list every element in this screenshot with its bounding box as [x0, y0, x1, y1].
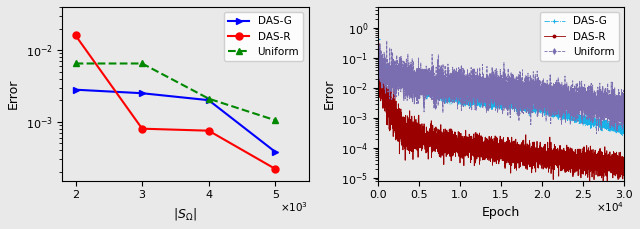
- Line: DAS-R: DAS-R: [72, 32, 278, 172]
- DAS-R: [604, 181, 611, 184]
- X-axis label: $|S_\Omega|$: $|S_\Omega|$: [173, 206, 197, 222]
- Line: DAS-G: DAS-G: [376, 37, 627, 138]
- Uniform: [434, 86, 442, 88]
- Line: Uniform: Uniform: [376, 39, 627, 136]
- Uniform: [467, 90, 475, 93]
- DAS-R: [138, 127, 146, 130]
- Uniform: [383, 39, 390, 42]
- DAS-R: [431, 140, 439, 142]
- DAS-R: [374, 70, 382, 73]
- DAS-G: [205, 99, 212, 101]
- Line: DAS-R: DAS-R: [377, 42, 625, 183]
- DAS-R: [434, 146, 442, 149]
- DAS-G: [138, 92, 146, 95]
- DAS-G: [484, 101, 492, 104]
- DAS-R: [484, 157, 492, 160]
- Uniform: [484, 92, 492, 95]
- Uniform: [593, 132, 600, 135]
- DAS-R: [433, 135, 440, 137]
- DAS-R: [72, 34, 79, 37]
- DAS-G: [434, 95, 442, 98]
- DAS-R: [375, 42, 383, 45]
- DAS-G: [431, 93, 439, 95]
- Uniform: [138, 62, 146, 65]
- Legend: DAS-G, DAS-R, Uniform: DAS-G, DAS-R, Uniform: [224, 12, 303, 61]
- DAS-R: [618, 155, 626, 158]
- DAS-R: [467, 139, 475, 142]
- X-axis label: Epoch: Epoch: [482, 206, 520, 219]
- DAS-R: [620, 164, 628, 167]
- Uniform: [433, 78, 440, 81]
- DAS-G: [620, 132, 628, 135]
- Line: Uniform: Uniform: [72, 60, 278, 124]
- DAS-G: [433, 97, 440, 99]
- Legend: DAS-G, DAS-R, Uniform: DAS-G, DAS-R, Uniform: [540, 12, 619, 61]
- DAS-G: [374, 38, 382, 41]
- Uniform: [271, 119, 279, 122]
- Uniform: [205, 97, 212, 100]
- DAS-G: [619, 134, 627, 137]
- Y-axis label: Error: Error: [323, 79, 335, 109]
- Line: DAS-G: DAS-G: [72, 87, 278, 155]
- Uniform: [620, 110, 628, 113]
- Text: $\times 10^3$: $\times 10^3$: [280, 200, 308, 214]
- DAS-G: [618, 128, 626, 130]
- DAS-R: [205, 129, 212, 132]
- Uniform: [72, 62, 79, 65]
- Y-axis label: Error: Error: [7, 79, 20, 109]
- Text: $\times 10^4$: $\times 10^4$: [596, 200, 624, 214]
- DAS-R: [271, 167, 279, 170]
- DAS-G: [467, 104, 475, 106]
- Uniform: [618, 105, 626, 108]
- DAS-G: [271, 150, 279, 153]
- DAS-G: [72, 88, 79, 91]
- Uniform: [374, 50, 382, 53]
- Uniform: [431, 83, 439, 86]
